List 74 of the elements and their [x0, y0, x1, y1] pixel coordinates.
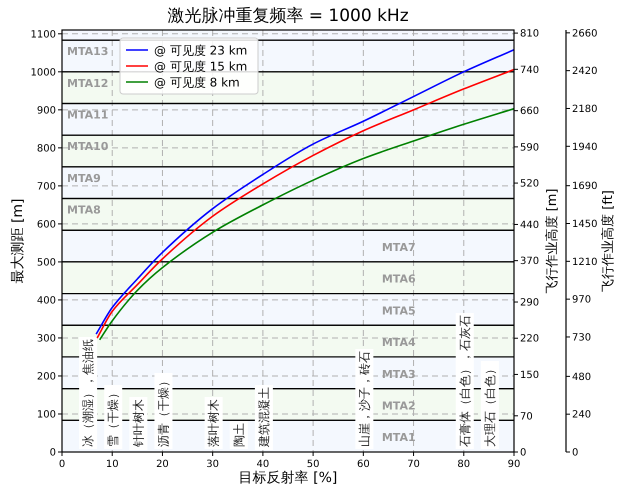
- y2-tick-label: 520: [520, 178, 540, 190]
- annotation: 沥青（干燥）: [156, 375, 170, 447]
- band-label: MTA8: [67, 204, 101, 217]
- legend-label: @ 可见度 15 km: [154, 60, 248, 74]
- x-tick-label: 20: [156, 459, 169, 470]
- x-tick-label: 10: [106, 459, 119, 470]
- x-tick-label: 90: [508, 459, 520, 470]
- y-tick-label: 200: [36, 371, 56, 382]
- y3-tick-label: 2180: [572, 104, 598, 115]
- chart-title: 激光脉冲重复频率 = 1000 kHz: [167, 6, 409, 26]
- band-label: MTA11: [67, 108, 108, 122]
- annotation: 大理石（白色）: [482, 363, 497, 447]
- y3-tick-label: 480: [572, 372, 592, 383]
- x-tick-label: 30: [206, 459, 220, 470]
- y2-tick-label: 590: [520, 142, 540, 154]
- y-tick-label: 1000: [30, 67, 56, 78]
- y-tick-label: 800: [36, 143, 56, 154]
- y-tick-label: 700: [36, 181, 56, 192]
- y3-tick-label: 0: [572, 448, 578, 458]
- y-tick-label: 0: [50, 448, 56, 458]
- x-tick-label: 70: [407, 459, 420, 470]
- x-tick-label: 80: [457, 459, 470, 470]
- y2-tick-label: 810: [520, 28, 540, 40]
- x-axis-title: 目标反射率 [%]: [238, 470, 338, 486]
- y3-tick-label: 1210: [572, 256, 598, 268]
- y-axis-title: 最大测距 [m]: [10, 198, 26, 284]
- y-tick-label: 600: [36, 219, 56, 230]
- y2-tick-label: 740: [520, 64, 540, 76]
- y2-tick-label: 440: [520, 220, 540, 231]
- y-tick-label: 1100: [30, 29, 56, 40]
- band-label: MTA6: [382, 272, 416, 286]
- y3-tick-label: 730: [572, 332, 592, 344]
- y2-tick-label: 0: [520, 448, 526, 458]
- band-label: MTA2: [382, 399, 416, 412]
- y3-tick-label: 1450: [572, 219, 598, 230]
- band-label: MTA7: [382, 241, 416, 254]
- y-tick-label: 300: [36, 333, 56, 344]
- band-label: MTA12: [67, 76, 108, 90]
- y3-tick-label: 1690: [572, 181, 598, 192]
- annotation: 雪（干燥）: [106, 387, 120, 447]
- y-tick-label: 100: [36, 409, 56, 420]
- x-tick-label: 40: [256, 459, 270, 470]
- annotation: 石膏体（白色），石灰石: [458, 315, 472, 447]
- y2-tick-label: 70: [520, 411, 533, 422]
- band-label: MTA9: [67, 172, 101, 185]
- y-tick-label: 500: [36, 257, 56, 268]
- y-tick-label: 400: [36, 295, 56, 306]
- y2-tick-label: 370: [520, 256, 540, 268]
- y-tick-label: 900: [36, 105, 56, 116]
- y2-axis-title: 飞行作业高度 [m]: [544, 188, 560, 294]
- band-label: MTA1: [382, 431, 416, 444]
- annotation: 针叶树木: [131, 399, 146, 448]
- band-label: MTA13: [67, 45, 108, 58]
- y3-tick-label: 2420: [572, 66, 598, 78]
- annotation: 冰（潮湿），焦油纸: [81, 339, 96, 447]
- y2-tick-label: 290: [520, 298, 540, 309]
- annotation: 落叶树木: [206, 399, 221, 447]
- y3-axis-title: 飞行作业高度 [ft]: [600, 190, 616, 292]
- x-tick-label: 60: [356, 459, 370, 470]
- y3-tick-label: 240: [572, 410, 592, 421]
- x-tick-label: 50: [306, 459, 320, 470]
- y3-tick-label: 1940: [572, 142, 598, 153]
- legend-label: @ 可见度 8 km: [154, 76, 240, 90]
- x-tick-label: 0: [58, 459, 66, 470]
- legend-label: @ 可见度 23 km: [154, 44, 248, 58]
- y3-tick-label: 2660: [572, 28, 598, 40]
- annotation: 山崖，沙子，砖石: [357, 351, 372, 447]
- annotation: 建筑混凝土: [256, 387, 271, 448]
- y3-tick-label: 970: [572, 294, 592, 306]
- y2-tick-label: 220: [520, 334, 540, 345]
- y2-tick-label: 150: [520, 370, 540, 381]
- annotation: 陶土: [232, 423, 246, 447]
- y2-tick-label: 660: [520, 106, 540, 118]
- band-label: MTA5: [382, 304, 416, 318]
